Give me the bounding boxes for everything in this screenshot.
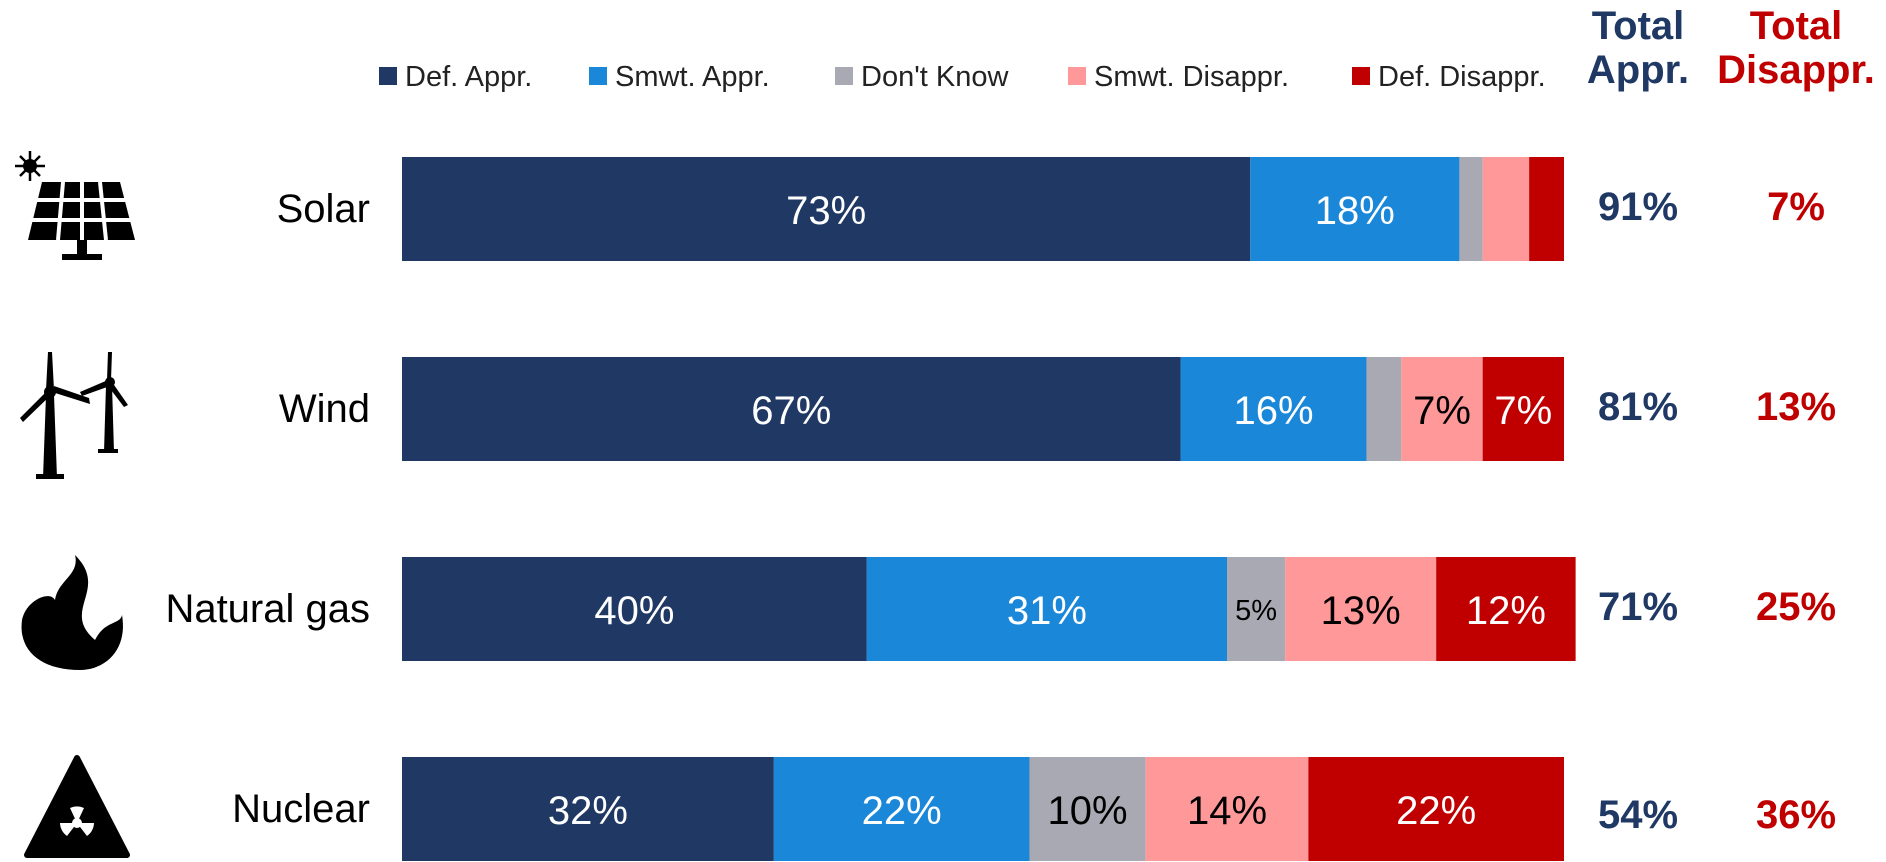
bar-segment <box>402 157 1251 261</box>
bar-segment <box>402 757 774 861</box>
bar-segment <box>1285 557 1437 661</box>
legend-swatch <box>589 67 607 85</box>
data-label: 7% <box>1494 389 1552 433</box>
legend-label: Don't Know <box>861 61 1009 93</box>
total-value: 91% <box>1598 185 1678 229</box>
bar-segment <box>866 557 1228 661</box>
legend-label: Smwt. Disappr. <box>1094 61 1289 93</box>
data-label: 13% <box>1321 589 1401 633</box>
bar-segment <box>1529 157 1564 261</box>
legend-label: Smwt. Appr. <box>615 61 770 93</box>
bar-segment <box>1145 757 1309 861</box>
bar-segment <box>1482 357 1564 461</box>
legend-swatch <box>379 67 397 85</box>
bar-segment <box>1366 357 1402 461</box>
data-label: 14% <box>1187 789 1267 833</box>
legend-label: Def. Appr. <box>405 61 532 93</box>
total-value: 7% <box>1767 185 1825 229</box>
data-label: 73% <box>786 189 866 233</box>
category-label: Wind <box>279 387 370 431</box>
solar-icon <box>15 151 135 260</box>
legend-swatch <box>1352 67 1370 85</box>
nuclear-icon <box>24 755 130 858</box>
data-label: 18% <box>1315 189 1395 233</box>
bar-segment <box>1436 557 1576 661</box>
data-label: 16% <box>1233 389 1313 433</box>
data-label: 7% <box>1413 389 1471 433</box>
data-label: 10% <box>1048 789 1128 833</box>
total-value: 13% <box>1756 385 1836 429</box>
data-label: 22% <box>862 789 942 833</box>
total-value: 71% <box>1598 585 1678 629</box>
bar-segment <box>773 757 1030 861</box>
bar-segment <box>1029 757 1146 861</box>
legend-label: Def. Disappr. <box>1378 61 1546 93</box>
total-header: Total Appr. <box>1586 4 1690 92</box>
bar-segment <box>1459 157 1483 261</box>
bar-segment <box>402 357 1181 461</box>
bar-segment <box>1250 157 1460 261</box>
total-header: Total Disappr. <box>1717 4 1875 92</box>
category-label: Natural gas <box>165 587 370 631</box>
total-value: 54% <box>1598 793 1678 837</box>
legend-swatch <box>835 67 853 85</box>
bar-segment <box>1180 357 1367 461</box>
bar-segment <box>1401 357 1483 461</box>
data-label: 12% <box>1466 589 1546 633</box>
bar-segment <box>1227 557 1286 661</box>
bar-segment <box>1482 157 1530 261</box>
category-label: Solar <box>277 187 370 231</box>
wind-icon <box>20 352 128 479</box>
data-label: 40% <box>594 589 674 633</box>
data-label: 32% <box>548 789 628 833</box>
data-label: 5% <box>1235 595 1277 627</box>
legend-swatch <box>1068 67 1086 85</box>
data-label: 31% <box>1007 589 1087 633</box>
data-label: 67% <box>751 389 831 433</box>
data-label: 22% <box>1396 789 1476 833</box>
bar-segment <box>1308 757 1564 861</box>
bar-segment <box>402 557 867 661</box>
gas-icon <box>21 555 123 670</box>
category-label: Nuclear <box>232 787 370 831</box>
total-value: 81% <box>1598 385 1678 429</box>
total-value: 36% <box>1756 793 1836 837</box>
total-value: 25% <box>1756 585 1836 629</box>
